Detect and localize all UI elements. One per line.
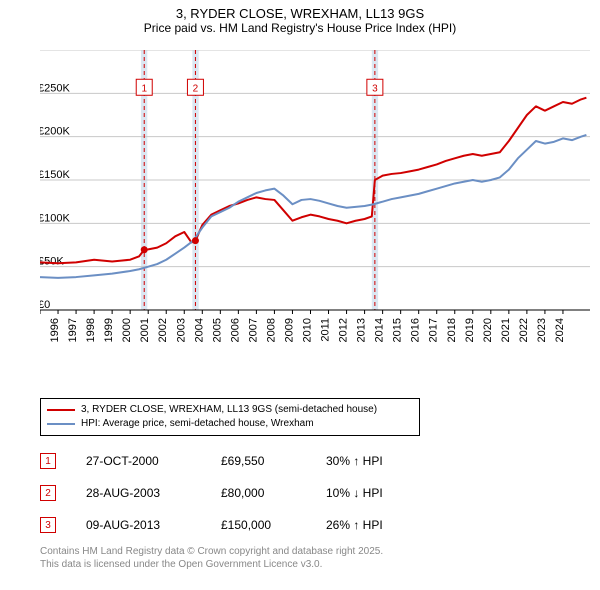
legend-label: HPI: Average price, semi-detached house,…	[81, 417, 314, 431]
x-tick-label: 2001	[139, 318, 151, 342]
x-tick-label: 2008	[265, 318, 277, 342]
x-tick-label: 2017	[428, 318, 440, 342]
x-tick-label: 2004	[193, 318, 205, 342]
event-date: 09-AUG-2013	[86, 518, 221, 532]
event-date: 28-AUG-2003	[86, 486, 221, 500]
event-row: 3 09-AUG-2013£150,00026% ↑ HPI	[40, 509, 446, 541]
event-delta: 10% ↓ HPI	[326, 486, 446, 500]
footer-line-2: This data is licensed under the Open Gov…	[40, 558, 590, 571]
event-price: £80,000	[221, 486, 326, 500]
x-tick-label: 1996	[49, 318, 61, 342]
chart-marker-label: 3	[372, 83, 378, 94]
x-tick-label: 2014	[374, 318, 386, 342]
event-price: £150,000	[221, 518, 326, 532]
legend-swatch	[47, 409, 75, 411]
x-tick-label: 2012	[338, 318, 350, 342]
chart-svg: £0£50K£100K£150K£200K£250K£300K123199519…	[40, 50, 590, 360]
x-tick-label: 2015	[392, 318, 404, 342]
x-tick-label: 2016	[410, 318, 422, 342]
x-tick-label: 2020	[482, 318, 494, 342]
x-tick-label: 1995	[40, 318, 43, 342]
x-tick-label: 2013	[356, 318, 368, 342]
chart-container: 3, RYDER CLOSE, WREXHAM, LL13 9GS Price …	[0, 0, 600, 590]
y-tick-label: £250K	[40, 82, 70, 94]
x-tick-label: 2023	[536, 318, 548, 342]
x-tick-label: 2019	[464, 318, 476, 342]
x-tick-label: 2024	[554, 318, 566, 342]
title-line-1: 3, RYDER CLOSE, WREXHAM, LL13 9GS	[0, 6, 600, 21]
legend-label: 3, RYDER CLOSE, WREXHAM, LL13 9GS (semi-…	[81, 403, 377, 417]
x-tick-label: 2007	[247, 318, 259, 342]
event-marker: 2	[40, 485, 56, 501]
events-table: 1 27-OCT-2000£69,55030% ↑ HPI 2 28-AUG-2003…	[40, 445, 446, 541]
x-tick-label: 2009	[283, 318, 295, 342]
footer-text: Contains HM Land Registry data © Crown c…	[40, 545, 590, 571]
event-date: 27-OCT-2000	[86, 454, 221, 468]
legend-row: 3, RYDER CLOSE, WREXHAM, LL13 9GS (semi-…	[47, 403, 413, 417]
x-tick-label: 2005	[211, 318, 223, 342]
x-tick-label: 1998	[85, 318, 97, 342]
event-delta: 26% ↑ HPI	[326, 518, 446, 532]
event-price: £69,550	[221, 454, 326, 468]
x-tick-label: 1999	[103, 318, 115, 342]
x-tick-label: 2003	[175, 318, 187, 342]
chart-marker-label: 1	[141, 83, 147, 94]
event-delta: 30% ↑ HPI	[326, 454, 446, 468]
title-line-2: Price paid vs. HM Land Registry's House …	[0, 21, 600, 35]
footer-line-1: Contains HM Land Registry data © Crown c…	[40, 545, 590, 558]
x-tick-label: 1997	[67, 318, 79, 342]
legend-swatch	[47, 423, 75, 425]
x-tick-label: 2021	[500, 318, 512, 342]
y-tick-label: £150K	[40, 169, 70, 181]
y-tick-label: £200K	[40, 126, 70, 138]
x-tick-label: 2011	[320, 318, 332, 342]
y-tick-label: £100K	[40, 212, 70, 224]
x-tick-label: 2002	[157, 318, 169, 342]
y-tick-label: £300K	[40, 50, 70, 51]
legend-row: HPI: Average price, semi-detached house,…	[47, 417, 413, 431]
title-block: 3, RYDER CLOSE, WREXHAM, LL13 9GS Price …	[0, 0, 600, 35]
x-tick-label: 2022	[518, 318, 530, 342]
event-marker: 3	[40, 517, 56, 533]
legend-box: 3, RYDER CLOSE, WREXHAM, LL13 9GS (semi-…	[40, 398, 420, 436]
chart-marker-label: 2	[193, 83, 199, 94]
y-tick-label: £0	[40, 299, 50, 311]
x-tick-label: 2018	[446, 318, 458, 342]
x-tick-label: 2000	[121, 318, 133, 342]
x-tick-label: 2006	[229, 318, 241, 342]
x-tick-label: 2010	[301, 318, 313, 342]
event-row: 1 27-OCT-2000£69,55030% ↑ HPI	[40, 445, 446, 477]
event-row: 2 28-AUG-2003£80,00010% ↓ HPI	[40, 477, 446, 509]
event-marker: 1	[40, 453, 56, 469]
